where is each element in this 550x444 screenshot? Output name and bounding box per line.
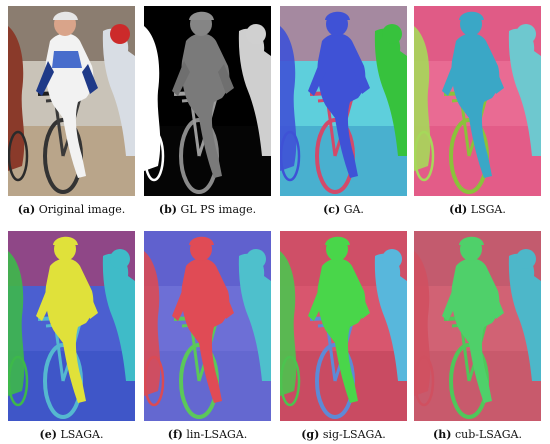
panel-label: Original image. bbox=[38, 203, 126, 216]
figure-panel-image bbox=[414, 6, 541, 196]
panel-tag: (a) bbox=[17, 203, 36, 216]
panel-tag: (h) bbox=[433, 428, 452, 441]
panel-label: LSGA. bbox=[470, 203, 506, 216]
panel-label: sig-LSAGA. bbox=[322, 428, 386, 441]
panel-caption: (c) GA. bbox=[276, 203, 412, 216]
panel-seg-graphic bbox=[280, 231, 407, 421]
figure-panel-image bbox=[280, 6, 407, 196]
panel-seg-graphic bbox=[280, 6, 407, 196]
figure-panel-image bbox=[280, 231, 407, 421]
panel-label: GL PS image. bbox=[180, 203, 257, 216]
panel-photo-graphic bbox=[8, 6, 135, 196]
panel-tag: (f) bbox=[167, 428, 183, 441]
panel-seg-graphic bbox=[144, 231, 271, 421]
panel-label: GA. bbox=[343, 203, 364, 216]
panel-seg-graphic bbox=[8, 231, 135, 421]
panel-label: LSAGA. bbox=[60, 428, 104, 441]
panel-seg-graphic bbox=[414, 231, 541, 421]
figure-panel-image bbox=[8, 231, 135, 421]
figure-panel-image bbox=[144, 6, 271, 196]
panel-tag: (g) bbox=[301, 428, 320, 441]
figure-panel-image bbox=[144, 231, 271, 421]
panel-caption: (b) GL PS image. bbox=[140, 203, 276, 216]
panel-tag: (b) bbox=[158, 203, 178, 216]
panel-label: lin-LSAGA. bbox=[186, 428, 248, 441]
panel-caption: (h) cub-LSAGA. bbox=[410, 428, 546, 441]
figure-panel-image bbox=[8, 6, 135, 196]
figure-panel-image bbox=[414, 231, 541, 421]
panel-depth-graphic bbox=[144, 6, 271, 196]
panel-caption: (e) LSAGA. bbox=[4, 428, 140, 441]
panel-caption: (f) lin-LSAGA. bbox=[140, 428, 276, 441]
panel-label: cub-LSAGA. bbox=[454, 428, 522, 441]
panel-caption: (g) sig-LSAGA. bbox=[276, 428, 412, 441]
panel-tag: (c) bbox=[323, 203, 341, 216]
panel-caption: (d) LSGA. bbox=[410, 203, 546, 216]
panel-caption: (a) Original image. bbox=[4, 203, 140, 216]
panel-tag: (d) bbox=[449, 203, 468, 216]
panel-tag: (e) bbox=[39, 428, 57, 441]
panel-seg-graphic bbox=[414, 6, 541, 196]
